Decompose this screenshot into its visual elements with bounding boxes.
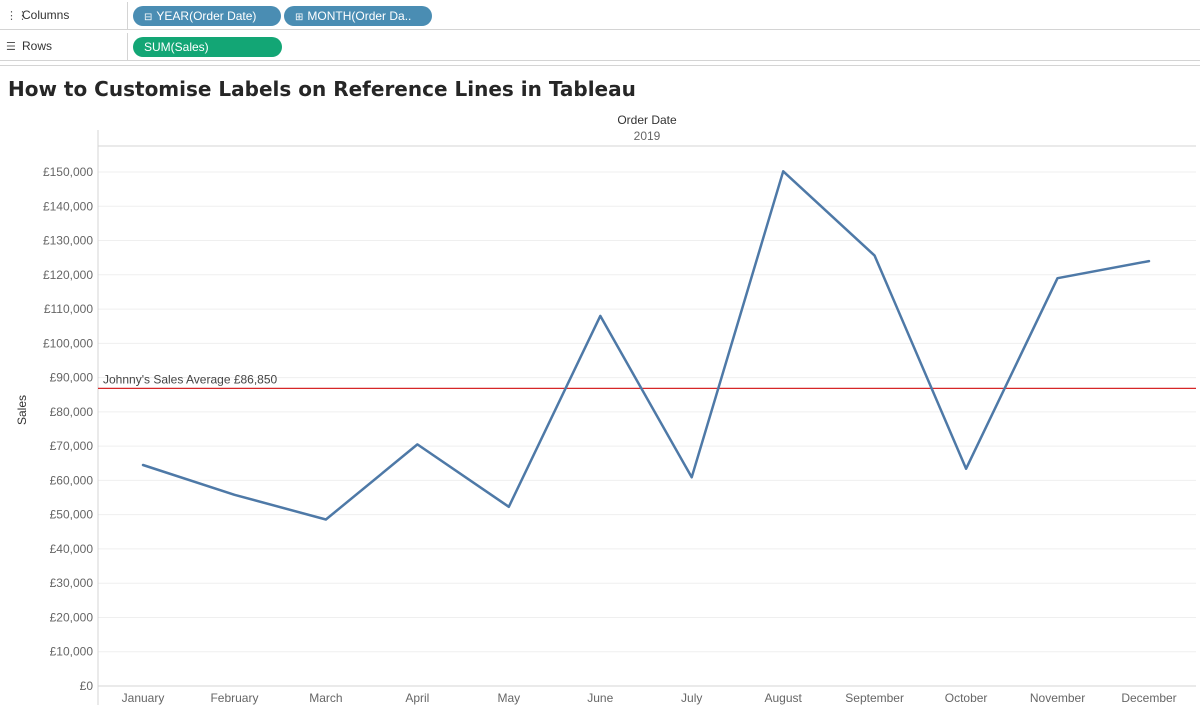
x-tick-label: August bbox=[765, 691, 803, 705]
y-tick-label: £140,000 bbox=[43, 199, 93, 213]
x-tick-label: January bbox=[122, 691, 165, 705]
x-tick-label: December bbox=[1121, 691, 1176, 705]
x-axis: January February March April May June July Augu… bbox=[122, 691, 1177, 705]
sum-sales-pill[interactable]: SUM(Sales) bbox=[133, 37, 282, 57]
y-tick-label: £110,000 bbox=[44, 302, 93, 316]
y-tick-label: £120,000 bbox=[43, 268, 93, 282]
data-point[interactable] bbox=[1144, 256, 1154, 266]
series-group bbox=[138, 166, 1154, 524]
x-tick-label: July bbox=[681, 691, 702, 705]
rows-icon: ☰ bbox=[6, 41, 16, 53]
y-tick-label: £50,000 bbox=[50, 508, 94, 522]
shelf-divider bbox=[0, 65, 1200, 66]
columns-shelf: ⋮⋮Columns ⊟ YEAR(Order Date) ⊞ MONTH(Order… bbox=[0, 2, 1200, 30]
y-tick-label: £130,000 bbox=[43, 234, 93, 248]
y-tick-label: £30,000 bbox=[50, 576, 94, 590]
data-point[interactable] bbox=[504, 502, 514, 512]
reference-line-label: Johnny's Sales Average £86,850 bbox=[103, 372, 278, 386]
data-point[interactable] bbox=[961, 464, 971, 474]
y-axis: £0 £10,000 £20,000 £30,000 £40,000 £50,000 £60… bbox=[43, 165, 93, 693]
data-point[interactable] bbox=[1053, 273, 1063, 283]
column-header: Order Date bbox=[617, 113, 677, 127]
expand-icon[interactable]: ⊞ bbox=[295, 12, 304, 23]
y-tick-label: £20,000 bbox=[50, 610, 94, 624]
data-point[interactable] bbox=[138, 460, 148, 470]
page-title: How to Customise Labels on Reference Lin… bbox=[8, 77, 636, 101]
y-tick-label: £90,000 bbox=[50, 371, 94, 385]
x-tick-label: February bbox=[210, 691, 258, 705]
x-tick-label: September bbox=[845, 691, 904, 705]
rows-shelf: ☰ Rows SUM(Sales) bbox=[0, 33, 1200, 61]
x-tick-label: November bbox=[1030, 691, 1085, 705]
pill-label: YEAR(Order Date) bbox=[156, 9, 257, 23]
data-point[interactable] bbox=[412, 439, 422, 449]
collapse-icon[interactable]: ⊟ bbox=[144, 12, 153, 23]
data-point[interactable] bbox=[595, 311, 605, 321]
data-point[interactable] bbox=[778, 166, 788, 176]
rows-shelf-label: ☰ Rows bbox=[0, 33, 128, 60]
pill-label: SUM(Sales) bbox=[144, 40, 209, 54]
columns-shelf-label: ⋮⋮Columns bbox=[0, 2, 128, 29]
reference-line-group: Johnny's Sales Average £86,850 bbox=[98, 372, 1196, 389]
pill-label: MONTH(Order Da.. bbox=[307, 9, 412, 23]
series-line[interactable] bbox=[141, 170, 1151, 521]
x-tick-label: March bbox=[309, 691, 342, 705]
y-tick-label: £40,000 bbox=[50, 542, 94, 556]
y-tick-label: £80,000 bbox=[50, 405, 94, 419]
y-axis-title: Sales bbox=[15, 395, 29, 425]
y-tick-label: £150,000 bbox=[43, 165, 93, 179]
x-tick-label: April bbox=[405, 691, 429, 705]
y-tick-label: £100,000 bbox=[43, 336, 93, 350]
y-tick-label: £60,000 bbox=[50, 473, 94, 487]
y-tick-label: £10,000 bbox=[50, 645, 94, 659]
x-tick-label: May bbox=[497, 691, 520, 705]
x-tick-label: June bbox=[587, 691, 613, 705]
data-point[interactable] bbox=[321, 514, 331, 524]
y-tick-label: £70,000 bbox=[50, 439, 94, 453]
x-tick-label: October bbox=[945, 691, 988, 705]
data-point[interactable] bbox=[229, 490, 239, 500]
y-tick-label: £0 bbox=[80, 679, 94, 693]
chart-frame bbox=[97, 130, 1196, 705]
gridlines bbox=[98, 171, 1196, 653]
data-point[interactable] bbox=[870, 251, 880, 261]
column-subheader: 2019 bbox=[634, 129, 661, 143]
year-order-date-pill[interactable]: ⊟ YEAR(Order Date) bbox=[133, 6, 281, 26]
month-order-date-pill[interactable]: ⊞ MONTH(Order Da.. bbox=[284, 6, 432, 26]
data-point[interactable] bbox=[687, 472, 697, 482]
